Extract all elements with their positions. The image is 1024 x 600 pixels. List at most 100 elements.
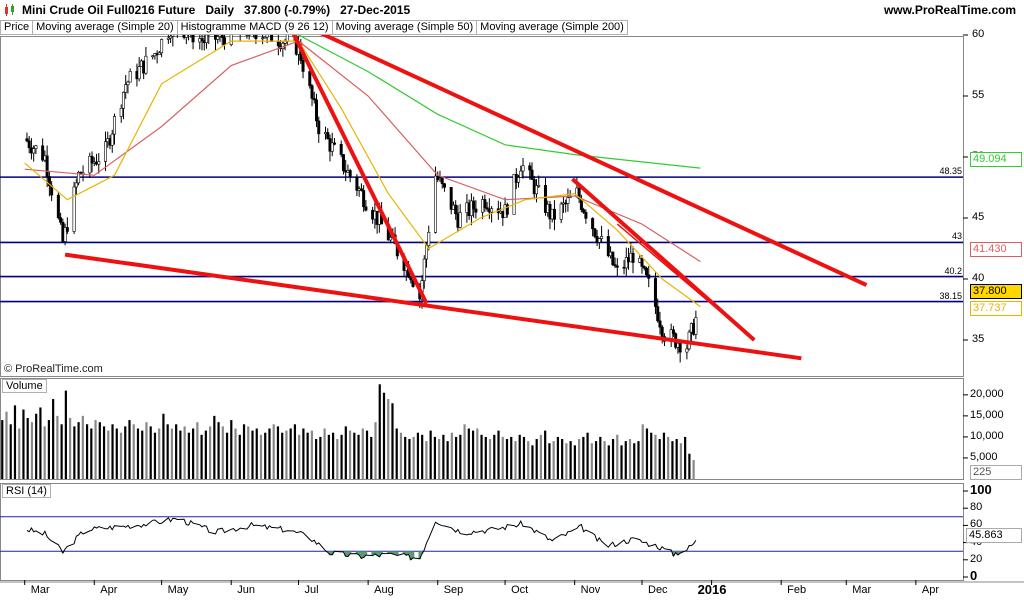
x-tick-label: Apr <box>921 584 939 596</box>
volume-bar <box>590 443 593 479</box>
volume-bar <box>573 445 576 479</box>
volume-bar <box>153 432 157 479</box>
price-tick-label: 40 <box>972 272 985 284</box>
legend-macd[interactable]: Histogramme MACD (9 26 12) <box>176 20 333 35</box>
volume-bar <box>637 441 640 479</box>
rsi-panel-label[interactable]: RSI (14) <box>2 484 51 498</box>
volume-bar <box>9 424 12 479</box>
volume-bar <box>47 420 51 479</box>
legend-price[interactable]: Price <box>0 20 34 35</box>
volume-bar <box>552 441 555 479</box>
volume-bar <box>438 439 441 479</box>
volume-bar <box>221 426 224 479</box>
candle-body <box>606 236 610 257</box>
volume-bar <box>370 436 373 479</box>
volume-bar <box>594 441 598 479</box>
candle-body <box>126 81 130 85</box>
candle-body <box>454 204 458 215</box>
volume-bar <box>382 392 386 479</box>
candle-body <box>530 169 534 180</box>
candle-body <box>110 133 114 146</box>
volume-bar <box>60 424 63 479</box>
horizontal-level-label: 48.35 <box>939 166 962 177</box>
volume-bar <box>107 430 110 479</box>
volume-bar <box>654 434 657 479</box>
volume-bar <box>136 428 140 479</box>
volume-bar <box>340 434 343 479</box>
volume-bar <box>128 420 131 479</box>
volume-bar <box>98 422 101 479</box>
volume-bar <box>247 426 250 479</box>
volume-bar <box>599 436 602 479</box>
candle-body <box>151 55 155 58</box>
volume-bar <box>633 443 636 479</box>
volume-bar <box>471 430 475 479</box>
candle-body <box>263 36 267 39</box>
chart-header: Mini Crude Oil Full0216 Future Daily 37.… <box>0 0 1024 20</box>
volume-bar <box>463 424 466 479</box>
legend-ma200[interactable]: Moving average (Simple 200) <box>476 20 628 35</box>
panel-frame <box>0 483 964 581</box>
ma200-line <box>231 22 701 169</box>
volume-bar <box>319 436 322 479</box>
volume-bar <box>285 430 288 479</box>
candle-body <box>341 154 345 171</box>
candle-body <box>577 187 581 200</box>
volume-bar <box>26 417 29 479</box>
candle-body <box>317 120 321 135</box>
volume-bar <box>429 430 432 479</box>
volume-bar <box>39 407 42 479</box>
x-tick-label: Dec <box>648 584 668 596</box>
candle-body <box>359 188 363 191</box>
candle-body <box>611 251 615 265</box>
candle-body <box>88 155 92 174</box>
rsi-value-tag: 45.863 <box>966 528 1022 543</box>
volume-bar <box>569 441 572 479</box>
candle-body <box>77 172 81 184</box>
volume-bar <box>43 426 46 479</box>
candle-body <box>112 116 116 135</box>
candle-body <box>104 141 108 162</box>
volume-bar <box>531 445 534 479</box>
volume-bar <box>124 426 127 479</box>
volume-bar <box>187 432 190 479</box>
site-link[interactable]: www.ProRealTime.com <box>883 3 1016 17</box>
candle-body <box>222 37 226 45</box>
candle-body <box>647 274 651 279</box>
volume-bar <box>658 439 661 479</box>
candle-body <box>660 326 664 337</box>
candle-body <box>301 60 305 72</box>
candle-body <box>678 342 682 353</box>
candle-body <box>409 276 413 281</box>
volume-bar <box>662 432 666 479</box>
candle-body <box>490 208 494 213</box>
volume-bar <box>213 415 216 479</box>
ma20-line <box>24 40 701 308</box>
volume-bar <box>645 428 649 479</box>
candle-body <box>144 55 148 74</box>
volume-bar <box>196 422 199 479</box>
volume-bar <box>450 432 453 479</box>
volume-bar <box>259 434 263 479</box>
legend-ma20[interactable]: Moving average (Simple 20) <box>32 20 178 35</box>
volume-bar <box>561 439 564 479</box>
volume-bar <box>603 441 606 479</box>
price-tick-label: 55 <box>972 89 985 101</box>
volume-bar <box>166 424 169 479</box>
trendline <box>284 14 868 287</box>
volume-bar <box>641 424 644 479</box>
candle-body <box>157 52 161 56</box>
x-tick-label: Oct <box>511 584 529 596</box>
volume-bar <box>306 432 309 479</box>
rsi-tick-label: 60 <box>970 518 983 531</box>
instrument-title: Mini Crude Oil Full0216 Future Daily 37.… <box>22 3 411 17</box>
volume-bar <box>416 432 420 479</box>
trendline <box>64 252 802 361</box>
candle-body <box>124 84 128 93</box>
panel-frame <box>0 36 964 377</box>
volume-bar <box>175 424 178 479</box>
legend-ma50[interactable]: Moving average (Simple 50) <box>331 20 478 35</box>
volume-panel-label[interactable]: Volume <box>2 379 47 393</box>
volume-tick-label: 10,000 <box>970 429 1004 442</box>
price-value-tag: 41.430 <box>970 242 1022 257</box>
